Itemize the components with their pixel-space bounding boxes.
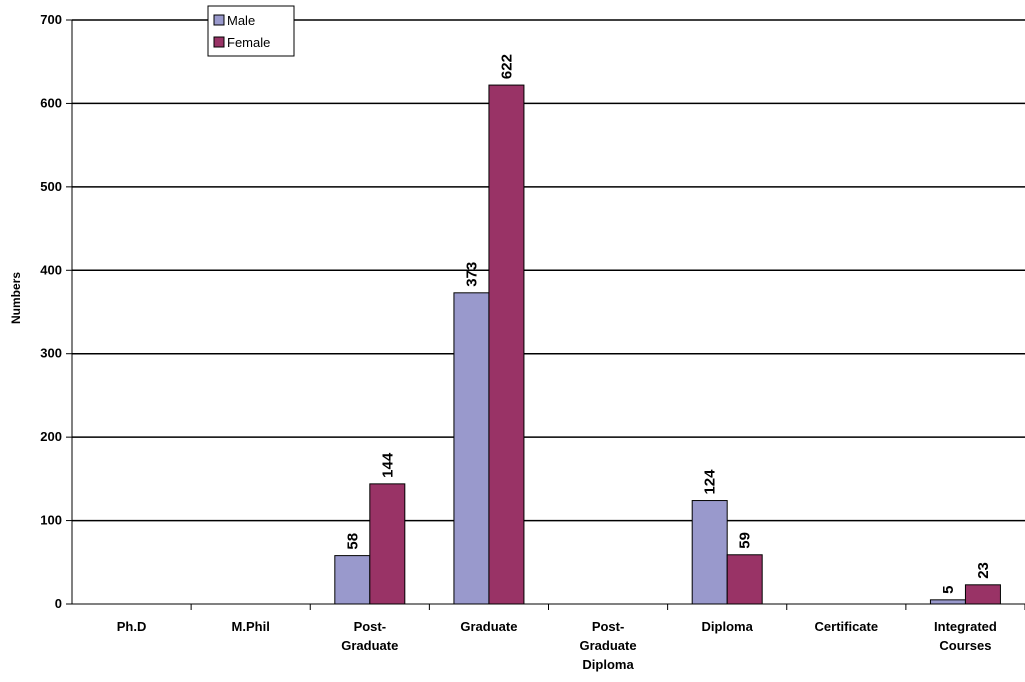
x-tick-label: Post-Graduate Diploma: [580, 619, 637, 672]
y-tick-label: 300: [40, 346, 62, 361]
bar-male: [453, 292, 490, 605]
bar-female: [964, 584, 1001, 605]
x-tick-label: Post-Graduate: [341, 619, 398, 653]
y-tick-label: 700: [40, 12, 62, 27]
axes: 0 100 200 300 400 500 600 700 Ph.D M.Phil Post-Gra…: [40, 12, 1025, 672]
y-tick-label: 0: [55, 596, 62, 611]
bars: [334, 84, 1001, 605]
data-label: 124: [702, 469, 719, 495]
legend: Male Female: [207, 5, 295, 57]
bar-female: [369, 483, 406, 605]
x-tick-label: Diploma: [702, 619, 754, 634]
y-tick-label: 100: [40, 513, 62, 528]
bar-male: [691, 500, 728, 605]
x-tick-label: Certificate: [815, 619, 879, 634]
y-axis-label: Numbers: [9, 272, 23, 324]
bar-female: [488, 84, 525, 605]
y-tick-label: 200: [40, 429, 62, 444]
data-label: 59: [737, 532, 754, 549]
x-tick-label: Graduate: [460, 619, 517, 634]
legend-label: Female: [227, 35, 270, 50]
bar-male: [929, 599, 966, 605]
y-tick-label: 500: [40, 179, 62, 194]
y-tick-label: 600: [40, 95, 62, 110]
y-tick-label: 400: [40, 262, 62, 277]
legend-swatch: [213, 14, 225, 26]
bar-male: [334, 555, 371, 605]
x-tick-label: M.Phil: [232, 619, 270, 634]
data-label: 23: [975, 562, 992, 579]
legend-swatch: [213, 36, 225, 48]
data-label: 58: [344, 533, 361, 550]
gridlines: [72, 19, 1025, 522]
data-label: 144: [379, 452, 396, 478]
data-label: 373: [463, 262, 480, 287]
x-tick-label: Ph.D: [117, 619, 147, 634]
data-label: 5: [940, 585, 957, 593]
legend-box: [207, 5, 295, 57]
data-labels: 58 144 373 622 124 59 5 23: [344, 54, 992, 594]
data-label: 622: [498, 54, 515, 79]
bar-female: [726, 554, 763, 605]
x-tick-label: Integrated Courses: [934, 619, 997, 653]
legend-label: Male: [227, 13, 255, 28]
